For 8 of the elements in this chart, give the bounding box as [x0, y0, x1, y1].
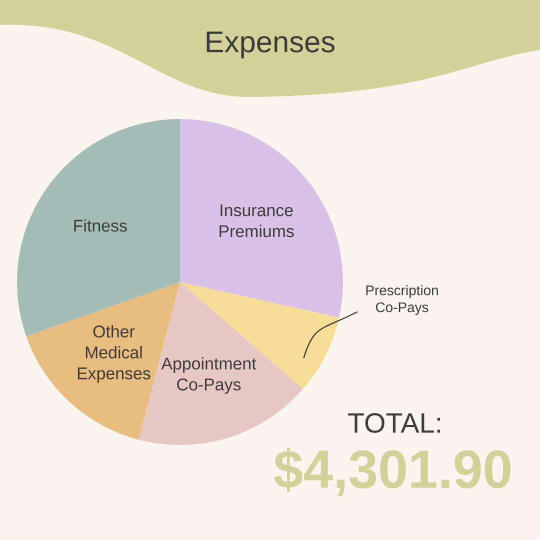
slice-label: Prescription Co-Pays — [366, 285, 438, 315]
slice-label: Fitness — [74, 219, 127, 232]
slice-label: Other Medical Expenses — [78, 325, 150, 383]
slice-label: Appointment Co-Pays — [161, 357, 256, 394]
text: $4,301.90 — [274, 448, 510, 496]
text: TOTAL: — [348, 413, 440, 433]
chart-title: Expenses — [206, 32, 335, 58]
slice-label: Insurance Premiums — [220, 204, 294, 238]
